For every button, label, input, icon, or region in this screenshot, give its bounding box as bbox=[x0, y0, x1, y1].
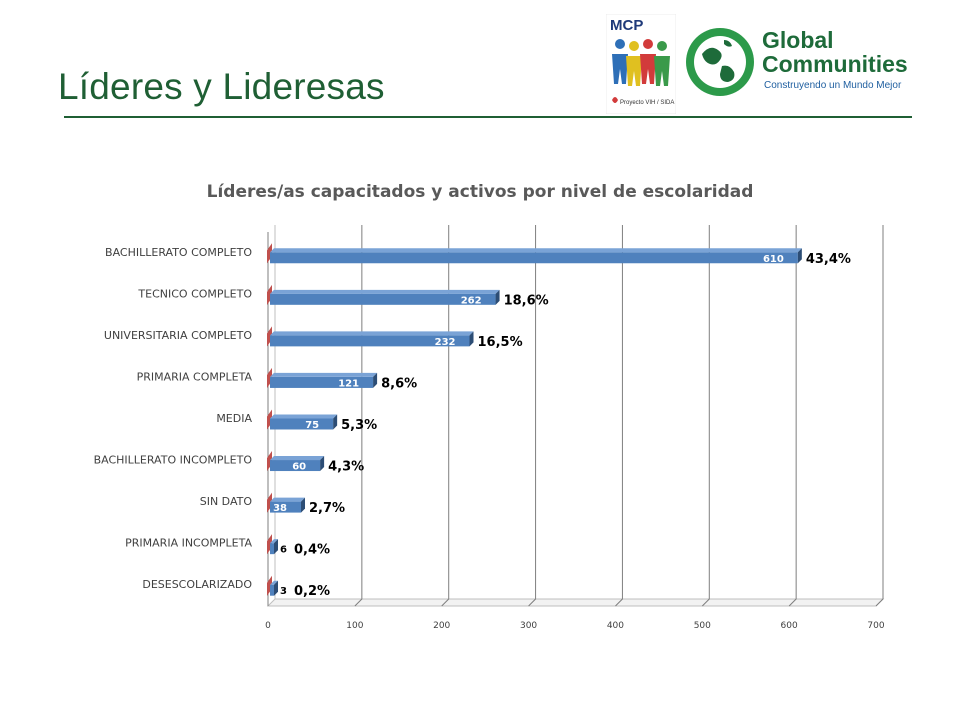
x-tick-label: 300 bbox=[520, 621, 537, 631]
gc-logo-tagline: Construyendo un Mundo Mejor bbox=[764, 80, 902, 91]
gc-logo-line2: Communities bbox=[762, 51, 908, 77]
gridline bbox=[615, 225, 623, 607]
bar-axis-marker bbox=[267, 243, 272, 264]
data-value-label: 6 bbox=[280, 545, 287, 556]
gridline bbox=[701, 225, 710, 607]
percent-label: 16,5% bbox=[478, 335, 523, 350]
bar-axis-marker bbox=[267, 409, 272, 430]
x-tick-label: 400 bbox=[607, 621, 624, 631]
bar-top bbox=[270, 539, 278, 544]
bar-end bbox=[495, 289, 500, 305]
data-value-label: 121 bbox=[338, 378, 359, 389]
x-tick-label: 600 bbox=[781, 621, 798, 631]
category-label: MEDIA bbox=[216, 412, 252, 425]
x-tick-label: 100 bbox=[346, 621, 363, 631]
bar-axis-marker bbox=[267, 575, 272, 596]
bar-axis-marker bbox=[267, 534, 272, 555]
percent-label: 18,6% bbox=[504, 293, 549, 308]
percent-label: 8,6% bbox=[381, 376, 417, 391]
bar-axis-marker bbox=[267, 492, 272, 513]
data-value-label: 75 bbox=[305, 420, 319, 431]
mcp-logo-text: MCP bbox=[610, 17, 643, 34]
slide-title: Líderes y Lideresas bbox=[58, 66, 385, 107]
x-tick-label: 700 bbox=[867, 621, 884, 631]
data-value-label: 3 bbox=[280, 586, 287, 597]
bar-end bbox=[320, 456, 325, 472]
gridline bbox=[528, 225, 537, 607]
category-label: DESESCOLARIZADO bbox=[142, 578, 252, 591]
bar bbox=[270, 376, 374, 388]
percent-label: 0,2% bbox=[294, 584, 330, 599]
bar bbox=[270, 252, 798, 264]
bar bbox=[270, 543, 274, 555]
category-label: UNIVERSITARIA COMPLETO bbox=[104, 329, 252, 342]
category-label: TECNICO COMPLETO bbox=[137, 287, 252, 300]
bar-axis-marker bbox=[267, 367, 272, 388]
mcp-logo: MCP Proyecto VIH / SIDA bbox=[606, 14, 676, 114]
gc-logo-line1: Global bbox=[762, 27, 834, 53]
category-label: SIN DATO bbox=[200, 495, 253, 508]
data-value-label: 60 bbox=[292, 462, 306, 473]
bar bbox=[270, 584, 274, 596]
category-label: BACHILLERATO INCOMPLETO bbox=[94, 454, 253, 467]
bar-end bbox=[301, 497, 306, 513]
bar-axis-marker bbox=[267, 451, 272, 472]
gridline bbox=[354, 225, 363, 607]
global-communities-logo: Global Communities Construyendo un Mundo… bbox=[684, 18, 910, 108]
title-divider bbox=[64, 116, 912, 118]
bar-end bbox=[469, 331, 474, 347]
bar-top bbox=[270, 372, 378, 377]
percent-label: 43,4% bbox=[806, 252, 851, 267]
data-value-label: 232 bbox=[435, 337, 456, 348]
bar-top bbox=[270, 248, 802, 253]
bar-top bbox=[270, 580, 278, 585]
bar-top bbox=[270, 331, 474, 336]
category-label: PRIMARIA COMPLETA bbox=[137, 370, 253, 383]
bar bbox=[270, 418, 334, 430]
bar bbox=[270, 501, 302, 513]
bar-end bbox=[274, 539, 278, 555]
bar-top bbox=[270, 289, 500, 294]
bar-axis-marker bbox=[267, 284, 272, 305]
gridline bbox=[441, 225, 450, 607]
category-label: PRIMARIA INCOMPLETA bbox=[125, 537, 252, 550]
category-label: BACHILLERATO COMPLETO bbox=[105, 246, 252, 259]
bar bbox=[270, 335, 470, 347]
bar bbox=[270, 460, 321, 472]
bar-end bbox=[333, 414, 338, 430]
percent-label: 4,3% bbox=[328, 460, 364, 475]
mcp-logo-subtext: Proyecto VIH / SIDA bbox=[620, 100, 674, 106]
data-value-label: 610 bbox=[763, 254, 784, 265]
chart-title: Líderes/as capacitados y activos por niv… bbox=[206, 182, 754, 202]
bar-top bbox=[270, 456, 325, 461]
bar bbox=[270, 293, 496, 305]
data-value-label: 262 bbox=[461, 295, 482, 306]
x-tick-label: 500 bbox=[694, 621, 711, 631]
gridline bbox=[788, 225, 797, 607]
data-value-label: 38 bbox=[273, 503, 287, 514]
gridline bbox=[875, 225, 884, 607]
bar-end bbox=[797, 248, 802, 264]
percent-label: 2,7% bbox=[309, 501, 345, 516]
percent-label: 0,4% bbox=[294, 543, 330, 558]
bar-end bbox=[274, 580, 278, 596]
x-tick-label: 0 bbox=[265, 621, 271, 631]
percent-label: 5,3% bbox=[341, 418, 377, 433]
bar-end bbox=[373, 372, 378, 388]
x-tick-label: 200 bbox=[433, 621, 450, 631]
bar-top bbox=[270, 414, 338, 419]
bar-axis-marker bbox=[267, 326, 272, 347]
bar-top bbox=[270, 497, 306, 502]
